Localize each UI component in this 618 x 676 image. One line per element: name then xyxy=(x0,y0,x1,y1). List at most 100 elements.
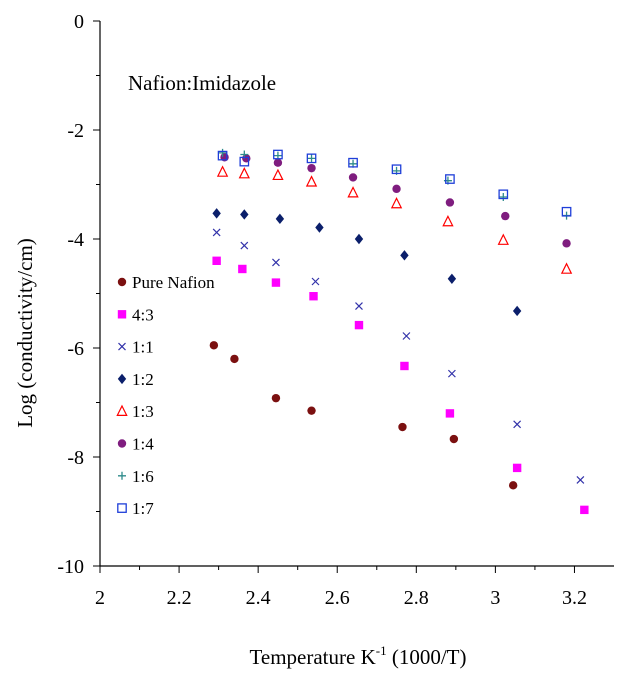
data-point xyxy=(209,341,219,350)
data-point xyxy=(449,434,459,444)
data-point xyxy=(512,463,522,473)
data-point xyxy=(242,154,251,163)
data-point xyxy=(240,241,249,250)
legend: Pure Nafion 4:3 1:1 1:2 1:3 1:4 1:6 1:7 xyxy=(116,273,215,518)
legend-label: Pure Nafion xyxy=(132,273,215,292)
data-point xyxy=(275,213,285,225)
data-point xyxy=(398,422,407,432)
data-point xyxy=(499,193,508,202)
legend-label: 1:1 xyxy=(132,338,154,357)
data-point xyxy=(273,149,283,160)
y-tick-label: -8 xyxy=(67,447,84,469)
y-tick-label: -2 xyxy=(67,120,84,142)
data-point xyxy=(400,361,409,371)
chart-annotation: Nafion:Imidazole xyxy=(128,71,276,95)
data-point xyxy=(239,156,250,167)
series-group xyxy=(218,148,571,220)
series-group xyxy=(212,208,522,317)
legend-label: 1:4 xyxy=(132,435,154,454)
x-tick-label: 3.2 xyxy=(562,587,587,609)
data-point xyxy=(354,233,364,245)
data-point xyxy=(309,292,318,301)
data-point xyxy=(230,354,239,364)
data-point xyxy=(218,148,227,157)
data-point xyxy=(307,163,316,173)
y-tick-label: -10 xyxy=(57,556,84,578)
data-point xyxy=(315,222,324,233)
x-tick-label: 2.6 xyxy=(325,587,350,609)
legend-marker xyxy=(116,404,128,416)
x-tick-label: 2.8 xyxy=(404,587,429,609)
series-group xyxy=(209,341,518,490)
legend-label: 1:6 xyxy=(132,467,154,486)
series-group xyxy=(212,228,585,484)
x-axis-title: Temperature K-1 (1000/T) xyxy=(250,643,467,669)
data-point xyxy=(447,369,456,378)
data-point xyxy=(306,153,317,164)
data-point xyxy=(445,174,455,184)
data-point xyxy=(273,158,283,167)
data-point xyxy=(576,475,585,484)
data-point xyxy=(561,206,572,217)
data-point xyxy=(390,197,403,209)
legend-marker xyxy=(117,310,127,319)
x-axis-title-main: Temperature K xyxy=(250,645,376,669)
data-point xyxy=(272,168,284,181)
data-point xyxy=(445,198,455,207)
legend-label: 1:3 xyxy=(132,402,154,421)
legend-marker xyxy=(118,342,126,351)
x-tick-label: 2.4 xyxy=(246,587,271,609)
tick-labels: 0 -2 -4 -6 -8 -10 2 2.2 2.4 2.6 2.8 3 3.2 xyxy=(57,11,587,609)
axes xyxy=(93,20,614,573)
x-tick-label: 2.2 xyxy=(167,587,192,609)
data-point xyxy=(217,150,228,161)
legend-label: 4:3 xyxy=(132,305,154,324)
data-point xyxy=(497,233,509,245)
y-tick-label: -4 xyxy=(67,229,84,251)
data-point xyxy=(562,239,571,248)
data-point xyxy=(442,215,454,227)
data-point xyxy=(400,250,409,261)
data-point xyxy=(355,302,363,310)
x-tick-label: 2 xyxy=(95,587,105,609)
data-point xyxy=(402,332,411,340)
series-group xyxy=(217,149,572,217)
data-point xyxy=(307,154,316,163)
data-point xyxy=(347,186,359,198)
data-point xyxy=(354,320,364,330)
data-point xyxy=(445,409,455,418)
data-point xyxy=(392,184,401,194)
data-point xyxy=(305,175,318,187)
legend-marker xyxy=(117,277,127,287)
legend-marker xyxy=(118,471,126,480)
legend-label: 1:7 xyxy=(132,499,154,518)
data-point xyxy=(560,262,573,274)
series-group xyxy=(216,165,573,274)
data-point xyxy=(348,173,358,182)
data-point xyxy=(508,481,518,490)
x-axis-title-suffix: (1000/T) xyxy=(387,645,467,669)
x-axis-title-superscript: -1 xyxy=(376,643,387,658)
y-tick-label: -6 xyxy=(67,338,84,360)
data-points xyxy=(209,148,589,515)
data-point xyxy=(216,165,229,177)
legend-marker xyxy=(117,373,127,385)
data-point xyxy=(238,167,250,179)
x-tick-label: 3 xyxy=(490,587,500,609)
data-point xyxy=(212,256,221,265)
data-point xyxy=(307,406,316,415)
data-point xyxy=(513,420,522,429)
data-point xyxy=(272,258,280,267)
data-point xyxy=(311,277,320,286)
data-point xyxy=(348,157,358,168)
legend-marker xyxy=(117,439,127,448)
data-point xyxy=(498,189,509,200)
data-point xyxy=(447,273,457,284)
y-tick-label: 0 xyxy=(74,11,84,33)
data-point xyxy=(240,209,249,220)
data-point xyxy=(238,264,247,274)
data-point xyxy=(512,305,522,317)
data-point xyxy=(391,164,402,175)
data-point xyxy=(271,278,281,287)
